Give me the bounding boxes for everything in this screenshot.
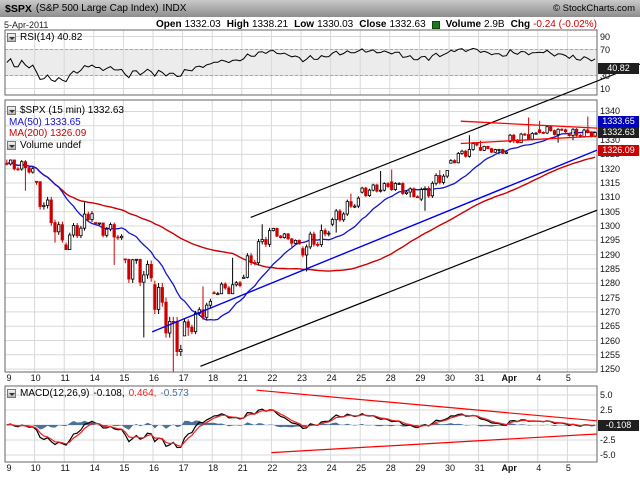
close-value: 1332.63 [389,19,426,30]
macd-signal-value: 0.464, [128,388,157,399]
ma50-legend: MA(50) 1333.65 [9,117,81,128]
volume-legend-icon[interactable] [7,141,16,150]
price-legend: $SPX (15 min) 1332.63 [7,105,124,116]
ma200-value-box: 1326.09 [598,145,639,156]
volume-legend: Volume undef [7,140,81,151]
macd-layer [6,408,596,449]
price-legend-icon[interactable] [7,106,16,115]
rsi-legend: RSI(14) 40.82 [7,32,82,43]
macd-legend: MACD(12,26,9) -0.108, 0.464, -0.573 [7,388,189,399]
red-support-lower [460,135,597,145]
header-bar: $SPX (S&P 500 Large Cap Index) INDX © St… [0,0,640,17]
annotation-layer [151,63,640,454]
ma50-legend-label: MA(50) 1333.65 [9,117,81,128]
lower-channel-line [200,209,597,367]
open-value: 1332.03 [184,19,221,30]
rsi-value-box: 40.82 [598,63,639,74]
symbol-name: (S&P 500 Large Cap Index) [35,3,159,14]
upper-channel-line [250,63,640,218]
close-direction-swatch [431,20,440,29]
macd-legend-icon[interactable] [7,389,16,398]
wedge-lower [271,433,597,454]
red-resistance-upper [460,120,597,129]
macd-legend-label: MACD(12,26,9) [20,388,90,399]
last-price-box: 1332.63 [598,127,639,138]
volume-value: 2.9B [484,19,505,30]
ma50-value-box: 1333.65 [598,116,639,127]
chg-value: -0.24 (-0.02%) [533,19,597,30]
low-value: 1330.03 [317,19,354,30]
quote-date: 5-Apr-2011 [4,20,49,30]
close-label: Close [359,19,387,30]
macd-line-value: -0.108, [93,388,125,399]
symbol: $SPX [5,2,32,15]
open-label: Open [156,19,182,30]
price-legend-label: $SPX (15 min) 1332.63 [20,105,124,116]
ma200-legend-label: MA(200) 1326.09 [9,128,87,139]
quote-row: Open 1332.03 High 1338.21 Low 1330.03 Close… [156,19,597,30]
price-layer [5,116,597,372]
volume-legend-label: Volume undef [20,140,82,151]
blue-support-line [151,149,597,333]
low-label: Low [294,19,315,30]
brand: © StockCharts.com [553,3,635,14]
rsi-legend-icon[interactable] [7,33,16,42]
high-value: 1338.21 [251,19,289,30]
rsi-legend-label: RSI(14) 40.82 [20,32,83,43]
volume-label: Volume [445,19,482,30]
macd-value-box: -0.108 [598,420,639,431]
chg-label: Chg [510,19,531,30]
ma200-legend: MA(200) 1326.09 [9,128,86,139]
rsi-layer [6,47,596,83]
wedge-upper [256,389,597,422]
exchange: INDX [162,3,187,14]
panel-borders [4,29,598,463]
macd-hist-value: -0.573 [160,388,189,399]
high-label: High [226,19,249,30]
